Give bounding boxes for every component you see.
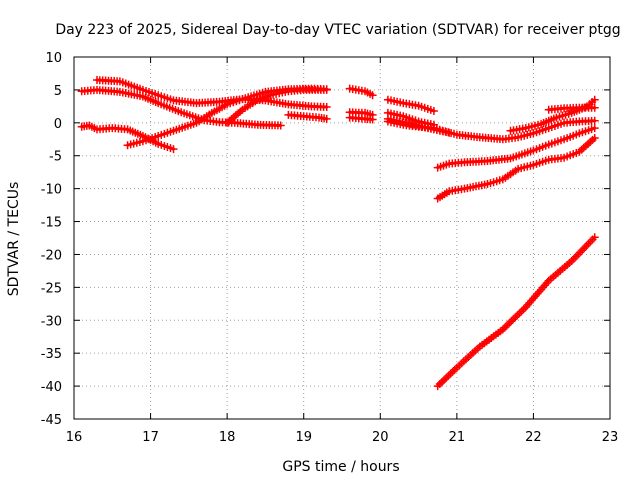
y-tick-label: -20 bbox=[41, 248, 62, 263]
x-tick-label: 17 bbox=[142, 430, 159, 445]
series-s8 bbox=[345, 113, 377, 124]
series-markers bbox=[284, 110, 331, 123]
axis-ticks: 16 17 18 19 20 21 22 23 10 5 0 -5 -10 -15 -20 -25 -30 -35… bbox=[41, 51, 619, 445]
y-tick-label: -15 bbox=[41, 216, 62, 231]
grid-lines bbox=[74, 57, 610, 419]
series-markers bbox=[544, 103, 599, 114]
series-markers bbox=[433, 233, 599, 391]
series-s6 bbox=[284, 110, 331, 123]
series-s7 bbox=[345, 84, 377, 100]
chart-title: Day 223 of 2025, Sidereal Day-to-day VTE… bbox=[55, 22, 620, 38]
y-tick-label: -35 bbox=[41, 347, 62, 362]
series-s15 bbox=[544, 103, 599, 114]
series-s5 bbox=[223, 85, 331, 127]
series-s18 bbox=[433, 233, 599, 391]
x-tick-label: 16 bbox=[66, 430, 83, 445]
y-tick-label: 0 bbox=[54, 117, 62, 132]
series-s3 bbox=[77, 121, 178, 154]
series-markers bbox=[383, 114, 454, 137]
y-tick-label: -45 bbox=[41, 413, 62, 428]
y-tick-label: 10 bbox=[45, 51, 62, 66]
y-tick-label: -5 bbox=[49, 150, 62, 165]
series-markers bbox=[77, 85, 285, 130]
series-group bbox=[77, 76, 599, 391]
x-axis-title: GPS time / hours bbox=[282, 459, 399, 475]
series-markers bbox=[77, 121, 178, 154]
y-tick-label: 5 bbox=[54, 84, 62, 99]
series-s16 bbox=[433, 124, 599, 172]
y-tick-label: -40 bbox=[41, 380, 62, 395]
x-tick-label: 21 bbox=[449, 430, 466, 445]
series-markers bbox=[433, 134, 599, 203]
series-s9 bbox=[345, 108, 377, 119]
series-s13 bbox=[383, 114, 454, 137]
series-s10 bbox=[383, 95, 438, 115]
x-tick-label: 18 bbox=[219, 430, 236, 445]
y-axis-title: SDTVAR / TECUs bbox=[6, 182, 22, 297]
series-markers bbox=[383, 95, 438, 115]
series-markers bbox=[433, 124, 599, 172]
series-markers bbox=[345, 84, 377, 100]
x-tick-label: 19 bbox=[295, 430, 312, 445]
series-markers bbox=[345, 113, 377, 124]
x-tick-label: 22 bbox=[525, 430, 542, 445]
y-tick-label: -25 bbox=[41, 281, 62, 296]
x-tick-label: 20 bbox=[372, 430, 389, 445]
series-markers bbox=[223, 85, 331, 127]
series-markers bbox=[345, 108, 377, 119]
series-s1 bbox=[93, 76, 331, 111]
y-tick-label: -10 bbox=[41, 183, 62, 198]
x-tick-label: 23 bbox=[602, 430, 619, 445]
y-tick-label: -30 bbox=[41, 314, 62, 329]
series-s17 bbox=[433, 134, 599, 203]
series-s2 bbox=[77, 85, 285, 130]
plot-frame bbox=[73, 56, 611, 420]
